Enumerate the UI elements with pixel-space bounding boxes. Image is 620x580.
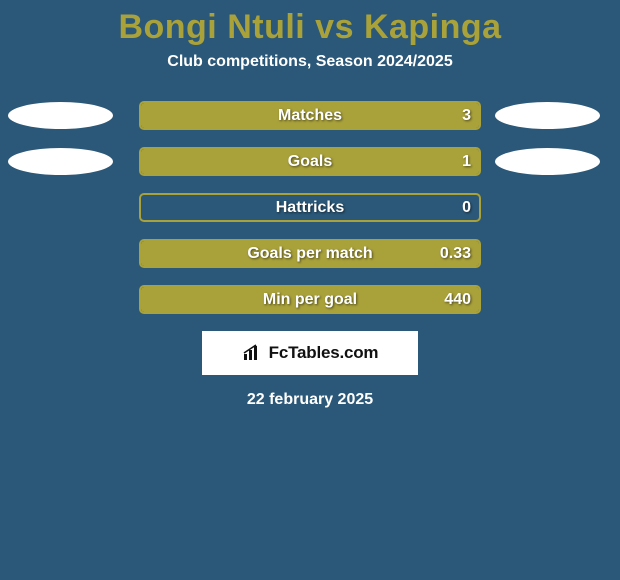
stat-bar: Goals1 — [139, 147, 481, 176]
stat-row: Goals1 — [0, 147, 620, 176]
subtitle: Club competitions, Season 2024/2025 — [0, 53, 620, 71]
bar-chart-icon — [242, 344, 264, 362]
player-ellipse-left — [8, 102, 113, 129]
stat-value: 0 — [462, 195, 471, 220]
stat-value: 1 — [462, 149, 471, 174]
player-ellipse-right — [495, 148, 600, 175]
brand-box: FcTables.com — [202, 331, 418, 375]
stat-label: Goals per match — [141, 241, 479, 266]
stat-label: Goals — [141, 149, 479, 174]
stat-label: Matches — [141, 103, 479, 128]
stat-value: 3 — [462, 103, 471, 128]
stat-bar: Matches3 — [139, 101, 481, 130]
stat-row: Hattricks0 — [0, 193, 620, 222]
date-label: 22 february 2025 — [0, 391, 620, 409]
stat-label: Hattricks — [141, 195, 479, 220]
stat-row: Goals per match0.33 — [0, 239, 620, 268]
stat-bar: Goals per match0.33 — [139, 239, 481, 268]
stat-bar: Min per goal440 — [139, 285, 481, 314]
player-ellipse-right — [495, 102, 600, 129]
brand-text: FcTables.com — [269, 343, 379, 363]
player-ellipse-left — [8, 148, 113, 175]
page-title: Bongi Ntuli vs Kapinga — [0, 0, 620, 53]
stat-rows-container: Matches3Goals1Hattricks0Goals per match0… — [0, 101, 620, 314]
stat-value: 0.33 — [440, 241, 471, 266]
stat-value: 440 — [444, 287, 471, 312]
stat-label: Min per goal — [141, 287, 479, 312]
stat-row: Min per goal440 — [0, 285, 620, 314]
stat-bar: Hattricks0 — [139, 193, 481, 222]
stat-row: Matches3 — [0, 101, 620, 130]
